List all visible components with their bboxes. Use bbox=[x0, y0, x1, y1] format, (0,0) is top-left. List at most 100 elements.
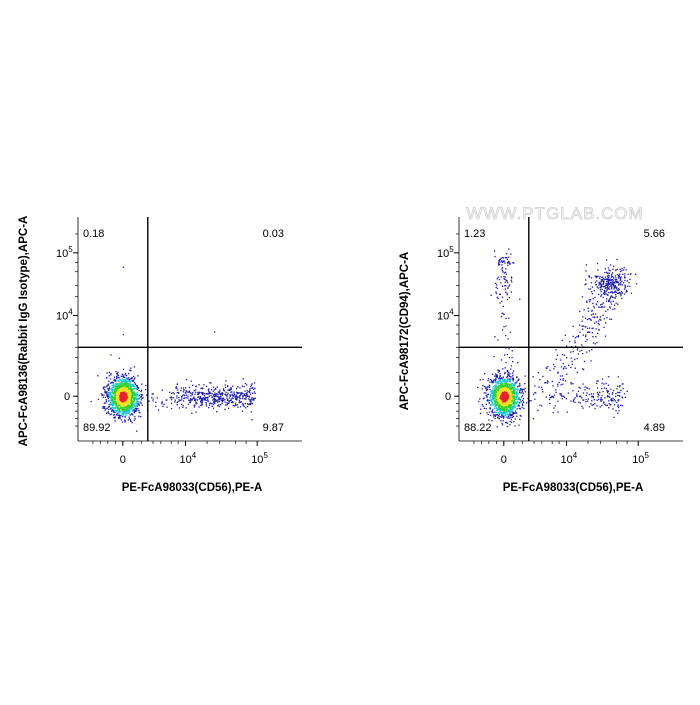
scatter-point bbox=[578, 386, 580, 389]
scatter-point bbox=[245, 393, 247, 395]
scatter-point bbox=[211, 402, 213, 405]
scatter-point bbox=[500, 276, 502, 278]
scatter-point bbox=[122, 392, 124, 395]
scatter-point bbox=[250, 400, 252, 402]
scatter-point bbox=[541, 405, 543, 407]
scatter-point bbox=[608, 300, 610, 302]
scatter-point bbox=[618, 399, 620, 401]
scatter-point bbox=[613, 297, 615, 299]
scatter-point bbox=[180, 387, 182, 389]
scatter-point bbox=[117, 414, 119, 416]
scatter-point bbox=[630, 273, 632, 275]
scatter-point bbox=[585, 317, 587, 319]
scatter-point bbox=[176, 383, 178, 386]
scatter-point bbox=[152, 400, 154, 402]
scatter-point bbox=[116, 413, 118, 415]
scatter-point bbox=[510, 415, 512, 417]
scatter-point bbox=[140, 402, 142, 404]
scatter-point bbox=[519, 398, 521, 400]
scatter-point bbox=[505, 398, 507, 401]
scatter-point bbox=[517, 397, 519, 399]
scatter-point bbox=[115, 386, 117, 388]
scatter-point bbox=[110, 382, 112, 384]
scatter-point bbox=[131, 389, 133, 391]
scatter-point bbox=[136, 405, 138, 407]
scatter-point bbox=[506, 396, 509, 399]
scatter-point bbox=[499, 397, 501, 399]
scatter-point bbox=[508, 379, 511, 381]
scatter-point bbox=[125, 380, 127, 382]
scatter-point bbox=[499, 380, 501, 382]
scatter-point bbox=[501, 267, 504, 269]
scatter-point bbox=[100, 393, 102, 395]
scatter-point bbox=[503, 389, 505, 391]
scatter-point bbox=[111, 387, 113, 389]
scatter-point bbox=[134, 407, 136, 410]
scatter-point bbox=[510, 387, 512, 389]
scatter-point bbox=[199, 396, 202, 398]
scatter-point bbox=[496, 287, 499, 290]
scatter-point bbox=[610, 388, 612, 390]
scatter-point bbox=[493, 394, 496, 396]
scatter-point bbox=[598, 328, 600, 331]
scatter-point bbox=[132, 396, 134, 398]
scatter-point bbox=[224, 386, 227, 389]
scatter-point bbox=[193, 406, 195, 408]
quadrant-value-bottom-right: 4.89 bbox=[644, 422, 665, 434]
scatter-point bbox=[592, 393, 595, 395]
scatter-point bbox=[194, 393, 196, 395]
scatter-point bbox=[590, 393, 592, 395]
scatter-point bbox=[503, 385, 506, 388]
y-tick-base: 0 bbox=[445, 391, 451, 403]
scatter-point bbox=[112, 402, 114, 404]
scatter-point bbox=[497, 407, 499, 409]
scatter-point bbox=[125, 373, 127, 375]
scatter-point bbox=[123, 393, 125, 395]
scatter-point bbox=[117, 413, 119, 415]
scatter-point bbox=[510, 394, 512, 396]
scatter-point bbox=[603, 326, 605, 328]
scatter-point bbox=[561, 375, 564, 377]
scatter-point bbox=[495, 378, 497, 381]
scatter-point bbox=[213, 402, 215, 404]
scatter-point bbox=[492, 412, 494, 414]
scatter-point bbox=[490, 399, 493, 401]
scatter-point bbox=[498, 393, 500, 395]
scatter-point bbox=[511, 386, 514, 389]
scatter-point bbox=[120, 415, 122, 417]
scatter-point bbox=[111, 406, 114, 409]
scatter-point bbox=[572, 335, 574, 338]
scatter-point bbox=[116, 383, 118, 385]
scatter-point bbox=[134, 418, 136, 420]
scatter-point bbox=[510, 291, 512, 293]
x-tick-exponent: 5 bbox=[644, 451, 649, 460]
scatter-point bbox=[501, 383, 503, 385]
scatter-point bbox=[121, 403, 123, 405]
scatter-point bbox=[252, 387, 254, 389]
scatter-point bbox=[504, 409, 507, 411]
scatter-point bbox=[116, 373, 118, 375]
scatter-point bbox=[517, 390, 519, 392]
scatter-point bbox=[557, 385, 559, 387]
scatter-point bbox=[592, 313, 594, 315]
scatter-point bbox=[111, 390, 113, 392]
scatter-point bbox=[121, 400, 124, 402]
scatter-point bbox=[547, 381, 549, 383]
scatter-point bbox=[612, 268, 614, 270]
scatter-point bbox=[592, 336, 594, 338]
scatter-point bbox=[606, 391, 609, 393]
scatter-point bbox=[203, 399, 205, 401]
scatter-point bbox=[626, 280, 628, 282]
scatter-point bbox=[111, 404, 113, 406]
scatter-point bbox=[126, 398, 128, 400]
scatter-point bbox=[126, 384, 129, 387]
scatter-point bbox=[125, 401, 127, 403]
scatter-point bbox=[226, 399, 229, 401]
scatter-point bbox=[515, 391, 518, 393]
scatter-point bbox=[127, 378, 129, 380]
scatter-point bbox=[118, 357, 120, 359]
scatter-point bbox=[113, 376, 116, 378]
scatter-point bbox=[115, 371, 117, 373]
scatter-point bbox=[609, 291, 612, 294]
scatter-point bbox=[607, 294, 609, 296]
